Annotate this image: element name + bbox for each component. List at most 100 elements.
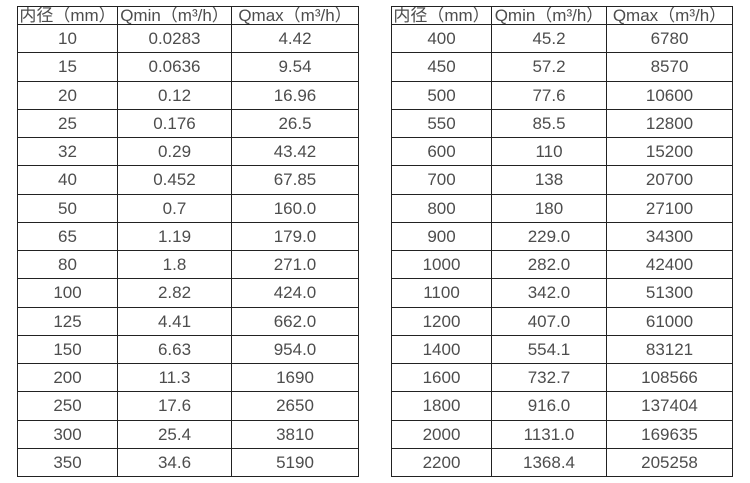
table-row: 200 11.3 1690 [17,362,359,393]
table-row: 450 57.2 8570 [391,52,733,82]
header-row: 内径（mm） Qmin（m³/h） Qmax（m³/h） [391,6,733,25]
table-cell: 25 [17,108,118,139]
header-cell: Qmax（m³/h） [231,6,359,25]
table-row: 40 0.452 67.85 [17,165,359,195]
table-cell: 1690 [231,362,359,393]
table-cell: 20 [17,80,118,110]
table-row: 350 34.6 5190 [17,447,359,478]
table-row: 125 4.41 662.0 [17,306,359,336]
table-cell: 16.96 [231,80,359,110]
flow-spec-table-small-diameters: 内径（mm） Qmin（m³/h） Qmax（m³/h） 10 0.0283 4.42 15… [17,6,359,478]
table-cell: 80 [17,249,118,280]
table-cell: 25.4 [117,419,232,449]
table-cell: 662.0 [231,306,359,336]
table-row: 1400 554.1 83121 [391,334,733,365]
table-cell: 0.7 [117,193,232,223]
table-row: 32 0.29 43.42 [17,136,359,167]
table-cell: 1.8 [117,249,232,280]
table-row: 400 45.2 6780 [391,23,733,54]
table-cell: 6780 [606,23,733,54]
table-cell: 700 [391,165,492,195]
table-cell: 180 [491,193,607,223]
table-cell: 2200 [391,447,492,478]
table-cell: 27100 [606,193,733,223]
table-cell: 1800 [391,391,492,421]
table-cell: 108566 [606,362,733,393]
table-cell: 350 [17,447,118,478]
table-cell: 0.0636 [117,52,232,82]
table-cell: 110 [491,136,607,167]
table-cell: 5190 [231,447,359,478]
table-row: 500 77.6 10600 [391,80,733,110]
table-cell: 12800 [606,108,733,139]
table-row: 15 0.0636 9.54 [17,52,359,82]
table-cell: 8570 [606,52,733,82]
table-row: 150 6.63 954.0 [17,334,359,365]
table-cell: 32 [17,136,118,167]
table-cell: 42400 [606,249,733,280]
table-row: 1100 342.0 51300 [391,278,733,308]
table-cell: 20700 [606,165,733,195]
table-row: 900 229.0 34300 [391,221,733,252]
table-cell: 800 [391,193,492,223]
table-cell: 205258 [606,447,733,478]
table-cell: 125 [17,306,118,336]
table-cell: 10600 [606,80,733,110]
table-cell: 34300 [606,221,733,252]
table-cell: 0.12 [117,80,232,110]
table-cell: 450 [391,52,492,82]
table-cell: 550 [391,108,492,139]
table-cell: 40 [17,165,118,195]
table-cell: 916.0 [491,391,607,421]
table-row: 600 110 15200 [391,136,733,167]
header-cell: Qmax（m³/h） [606,6,733,25]
table-row: 80 1.8 271.0 [17,249,359,280]
table-cell: 282.0 [491,249,607,280]
table-cell: 77.6 [491,80,607,110]
table-cell: 0.0283 [117,23,232,54]
header-row: 内径（mm） Qmin（m³/h） Qmax（m³/h） [17,6,359,25]
table-cell: 50 [17,193,118,223]
table-cell: 9.54 [231,52,359,82]
table-cell: 169635 [606,419,733,449]
table-cell: 954.0 [231,334,359,365]
table-cell: 342.0 [491,278,607,308]
header-cell: Qmin（m³/h） [117,6,232,25]
table-cell: 2650 [231,391,359,421]
table-cell: 1.19 [117,221,232,252]
table-cell: 138 [491,165,607,195]
table-row: 2000 1131.0 169635 [391,419,733,449]
table-cell: 100 [17,278,118,308]
table-cell: 1200 [391,306,492,336]
table-cell: 229.0 [491,221,607,252]
table-row: 1200 407.0 61000 [391,306,733,336]
table-cell: 1131.0 [491,419,607,449]
table-cell: 1400 [391,334,492,365]
table-row: 50 0.7 160.0 [17,193,359,223]
table-cell: 179.0 [231,221,359,252]
table-cell: 900 [391,221,492,252]
table-cell: 3810 [231,419,359,449]
table-cell: 2.82 [117,278,232,308]
table-cell: 85.5 [491,108,607,139]
table-row: 300 25.4 3810 [17,419,359,449]
table-row: 1600 732.7 108566 [391,362,733,393]
table-cell: 57.2 [491,52,607,82]
table-row: 700 138 20700 [391,165,733,195]
table-row: 1800 916.0 137404 [391,391,733,421]
table-cell: 26.5 [231,108,359,139]
table-cell: 0.452 [117,165,232,195]
table-cell: 67.85 [231,165,359,195]
table-cell: 400 [391,23,492,54]
table-cell: 15200 [606,136,733,167]
table-row: 800 180 27100 [391,193,733,223]
table-cell: 17.6 [117,391,232,421]
table-cell: 61000 [606,306,733,336]
table-cell: 15 [17,52,118,82]
table-cell: 200 [17,362,118,393]
table-cell: 1100 [391,278,492,308]
table-cell: 554.1 [491,334,607,365]
table-row: 10 0.0283 4.42 [17,23,359,54]
table-cell: 0.176 [117,108,232,139]
